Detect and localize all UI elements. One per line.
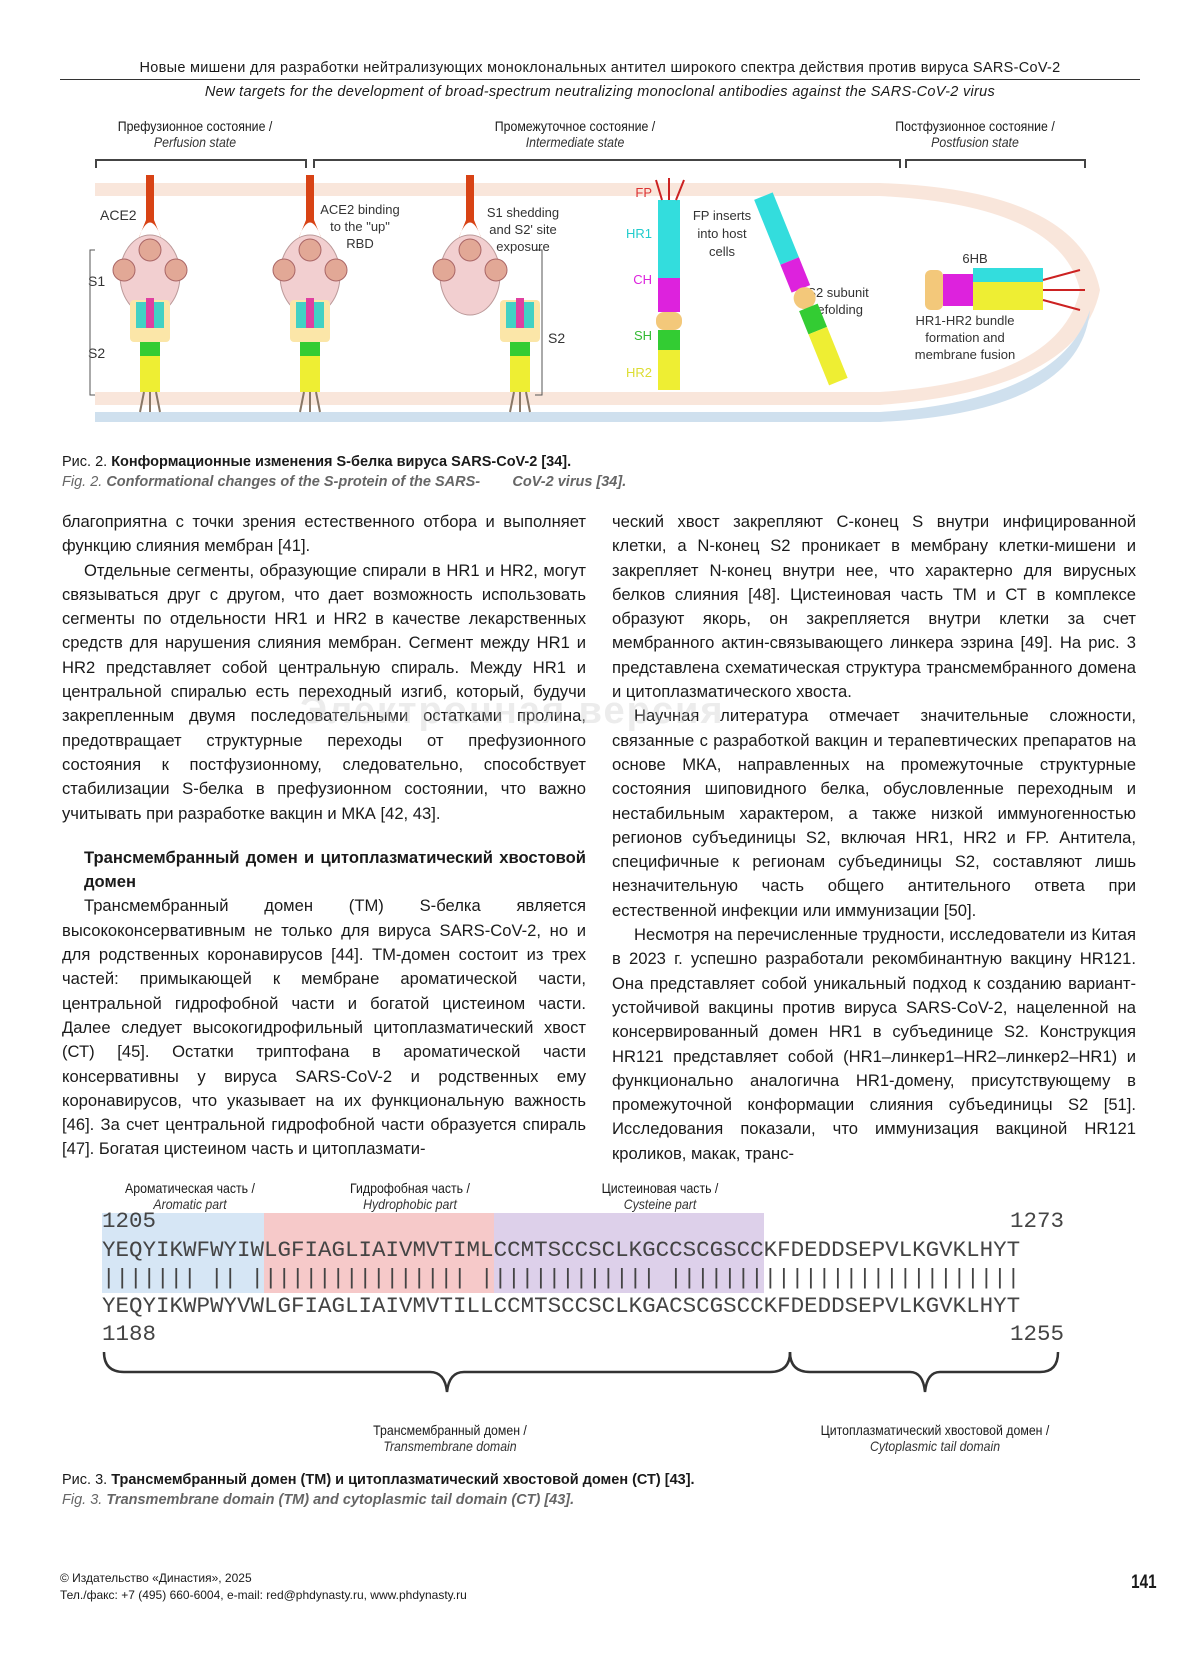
figure3-caption-ru: Рис. 3. Трансмембранный домен (ТМ) и цит… [62,1472,695,1488]
rbd [298,238,322,262]
rbd [164,258,188,282]
rbd [324,258,348,282]
annotation: to the "up" [330,219,390,234]
copyright: © Издательство «Династия», 2025 [60,1571,252,1585]
sh-segment [300,342,320,356]
part-label-aromatic: Ароматическая часть / Aromatic part [125,1180,255,1212]
extended-intermediate [655,178,685,390]
s2-label: S2 [88,345,105,361]
tm-anchor [299,391,321,413]
footer: © Издательство «Династия», 2025 Тел./фак… [60,1570,467,1604]
domain-braces [102,1351,1060,1393]
ace2-receptor [306,175,314,220]
rbd [484,258,508,282]
running-header-en: New targets for the development of broad… [204,84,996,100]
left-column: благоприятна с точки зрения естественног… [62,510,586,1188]
ace2-receptor [138,220,162,240]
paragraph: Отдельные сегменты, образующие спирали в… [62,560,586,823]
position-end-top: 1273 [1010,1208,1065,1234]
position-start-top: 1205 [102,1208,157,1234]
refolding-intermediate [754,192,848,386]
hydrophobic-highlight [264,1213,494,1293]
aromatic-highlight [102,1213,264,1293]
annotation: and S2' site [489,222,557,237]
annotation: 6HB [962,251,987,266]
hr1-label: HR1 [626,226,652,241]
annotation: refolding [813,302,863,317]
section-heading: Трансмембранный домен и цитоплазматическ… [84,847,586,892]
hr2-label: HR2 [626,365,652,380]
right-column: ческий хвост закрепляют С-конец S внутри… [612,510,1136,1188]
figure2-caption-ru: Рис. 2. Конформационные изменения S-белк… [62,454,572,470]
figure2-caption-en: Fig. 2. Conformational changes of the S-… [62,474,627,490]
alignment-bars: ||||||| || |||||||||||||||| ||||||||||||… [102,1265,1021,1291]
sh-label: SH [634,328,652,343]
state-brackets [95,159,1086,168]
s1-label: S1 [88,273,105,289]
rbd [432,258,456,282]
sh-segment [510,342,530,356]
annotation: RBD [346,236,373,251]
annotation: HR1-HR2 bundle [916,313,1015,328]
s1-s2-brackets [89,249,543,396]
annotation: S2 subunit [807,285,869,300]
ace2-receptor [466,175,474,220]
annotation: ACE2 binding [320,202,400,217]
spike-conformation-figure: ACE2 S1 S2 S2 ACE2 binding to the "up" R… [88,159,1100,422]
tm-anchor [509,391,531,413]
paragraph: Несмотря на перечисленные трудности, исс… [612,925,1136,1163]
ace2-label: ACE2 [100,207,137,223]
annotation: membrane fusion [915,347,1015,362]
ace2-receptor [458,220,482,240]
paragraph: благоприятна с точки зрения естественног… [62,512,586,556]
state-label-postfusion: Постфузионное состояние / Postfusion stat… [895,118,1055,150]
ch-core [306,298,314,328]
rbd [138,238,162,262]
fp-label: FP [635,185,652,200]
hr2-segment [510,356,530,392]
watermark: Электронная версия [300,690,725,732]
page-number: 141 [1131,1572,1157,1593]
running-header-ru: Новые мишени для разработки нейтрализующ… [60,60,1140,80]
rbd [112,258,136,282]
ace2-receptor [146,175,154,220]
part-label-cysteine: Цистеиновая часть / Cysteine part [601,1180,719,1212]
ace2-receptor [298,220,322,240]
annotation: into host [697,226,747,241]
hr2-segment [140,356,160,392]
ch-label: CH [633,272,652,287]
paragraph: Трансмембранный домен (ТМ) S-белка являе… [62,896,586,1159]
s2-label-exposed: S2 [548,330,565,346]
figure3-caption-en: Fig. 3. Transmembrane domain (TM) and cy… [62,1492,575,1508]
part-label-hydrophobic: Гидрофобная часть / Hydrophobic part [350,1180,470,1212]
sequence-bottom: YEQYIKWPWYVWLGFIAGLIAIVMVTILLCCMTSCCSCLK… [102,1293,1021,1319]
annotation: S1 shedding [487,205,559,220]
annotation: cells [709,244,736,259]
domain-label-cytoplasmic: Цитоплазматический хвостовой домен / Cyto… [820,1422,1050,1454]
state-label-intermediate: Промежуточное состояние / Intermediate st… [494,118,656,150]
six-helix-bundle [925,268,1085,311]
annotation: exposure [496,239,549,254]
annotation: FP inserts [693,208,752,223]
sequence-top: YEQYIKWFWYIWLGFIAGLIAIVMVTIMLCCMTSCCSCLK… [102,1237,1021,1263]
hr2-segment [300,356,320,392]
contacts: Тел./факс: +7 (495) 660-6004, e-mail: re… [60,1588,467,1602]
sh-segment [140,342,160,356]
paragraph: ческий хвост закрепляют С-конец S внутри… [612,512,1136,702]
domain-label-transmembrane: Трансмембранный домен / Transmembrane dom… [373,1422,527,1454]
host-membrane [95,183,1100,405]
ch-core [146,298,154,328]
tm-anchor [139,391,161,413]
rbd [272,258,296,282]
position-end-bottom: 1255 [1010,1321,1065,1347]
cysteine-highlight [493,1213,764,1293]
rbd [458,238,482,262]
ch-core [516,298,524,328]
annotation: formation and [925,330,1005,345]
state-label-prefusion: Префузионное состояние / Perfusion state [117,118,273,150]
paragraph: Научная литература отмечает значительные… [612,706,1136,920]
position-start-bottom: 1188 [102,1321,157,1347]
